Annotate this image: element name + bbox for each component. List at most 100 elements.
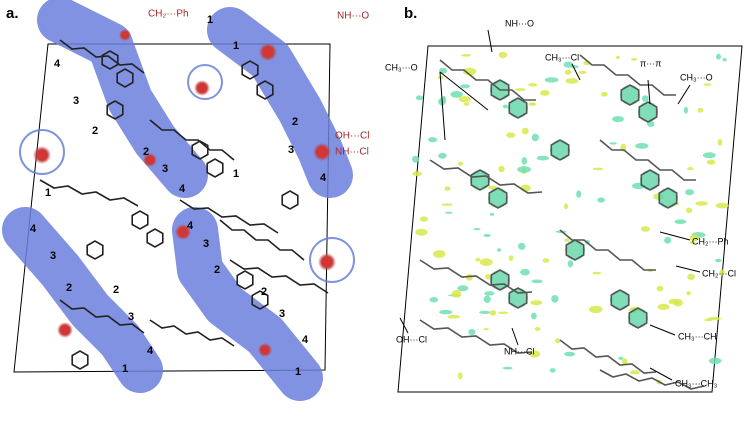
nci-patch [536,155,550,161]
chain [599,139,696,181]
nci-patch [457,285,469,292]
nci-patch [635,143,649,149]
nci-patch [588,305,603,314]
ring [206,158,224,178]
fragment-label: 1 [233,40,239,52]
nci-patch [703,83,712,86]
nci-patch [528,102,537,106]
nci-patch [684,106,688,114]
fragment-label: 3 [128,311,134,323]
nci-patch [479,310,491,314]
nci-patch [531,312,537,320]
ring [490,79,510,101]
fragment-label: 1 [233,168,239,180]
nci-ring [610,290,630,310]
interaction-label: NH···O [337,11,369,22]
nci-patch [483,328,490,331]
nci-patch [442,95,447,103]
nci-patch [444,186,451,191]
nci-patch [462,67,477,76]
nci-patch [549,368,556,373]
nci-patch [717,138,723,146]
unit-cell [397,45,743,393]
interaction-label: CH₂···Cl [702,268,736,278]
nci-patch [689,241,695,245]
fragment-label: 4 [320,172,327,184]
nci-ring [628,308,648,328]
nci-patch [531,279,543,284]
fragment-label: 4 [147,345,154,357]
nci-patch [439,309,453,315]
panel-label: b. [404,5,417,22]
nci-patch [576,190,582,198]
fragment-label: 4 [54,58,61,70]
nci-patch [674,219,687,224]
molecules [419,54,705,390]
ring [106,100,124,120]
ring [241,60,259,80]
nci-patch [640,226,651,232]
nci-patch [685,207,693,214]
nci-patch [601,91,608,97]
nci-patch [419,216,429,222]
ring [86,240,104,260]
nci-patch [528,83,538,87]
ring [658,187,678,209]
nci-ring [508,288,528,308]
nci-patch [685,189,695,196]
nci-patch [515,88,526,92]
nci-ring [640,170,660,190]
hirshfeld-surfaces [2,0,355,401]
chain [559,339,657,374]
fragment-label: 2 [143,146,149,158]
nci-ring [488,188,508,208]
fragment-label: 4 [187,220,194,232]
fragment-label: 3 [50,250,56,262]
interaction-label: π···π [640,58,661,68]
nci-patch [530,300,543,306]
nci-patch [555,338,561,344]
nci-patch [485,274,491,280]
nci-patch [609,142,617,145]
chain [59,299,145,334]
nci-patch [484,291,495,296]
nci-patch [531,133,539,142]
nci-patch [468,329,476,336]
nci-patch [564,69,572,75]
fragment-label: 4 [179,183,186,195]
nci-patch [597,197,605,203]
chain [419,259,533,294]
fragment-label: 2 [214,264,220,276]
nci-patch [715,258,722,263]
interaction-label: NH···Cl [335,147,369,158]
ring [490,269,510,291]
nci-patch [508,255,514,261]
nci-patch [460,54,472,57]
nci-patch [564,203,568,210]
nci-patch [567,260,574,268]
nci-patch [415,228,428,236]
nci-patch [463,102,470,106]
fragment-label: 1 [295,366,301,378]
interaction-label: CH₂···Ph [692,236,729,246]
nci-ring [565,240,585,260]
fragment-label: 1 [45,187,51,199]
ring [236,270,254,290]
nci-patch [502,366,513,370]
nci-patch [707,316,722,321]
ring [251,290,269,310]
nci-ring [550,140,570,160]
nci-patch [460,84,470,89]
panel-b: b. NH···O CH₃···Cl CH₃···O π···π CH₃···O… [385,5,743,393]
fragment-label: 1 [207,14,213,26]
nci-patch [438,152,447,159]
nci-patch [473,228,481,231]
nci-ring [620,85,640,105]
chain [599,369,705,390]
fragment-label: 3 [73,95,79,107]
fragment-label: 2 [261,286,267,298]
annotation-arrows [399,29,701,381]
nci-patch [656,285,664,292]
nci-patch [687,273,695,280]
nci-patch [687,167,694,171]
